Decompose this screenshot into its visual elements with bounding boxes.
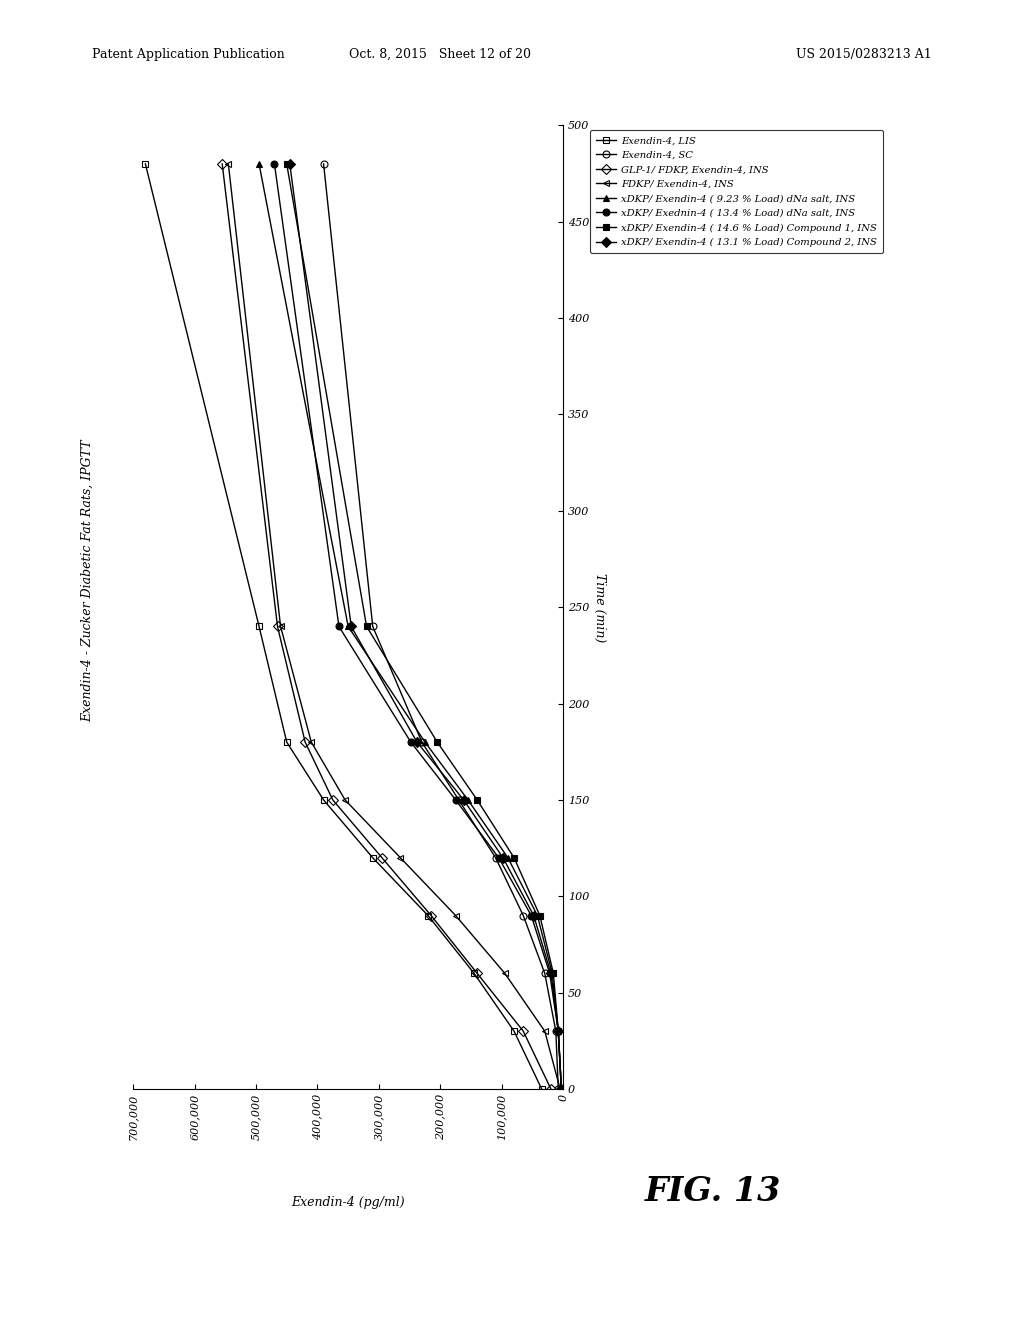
xDKP/ Exendin-4 ( 13.1 % Load) Compound 2, INS	[284, 156, 296, 172]
xDKP/ Exendin-4 ( 14.6 % Load) Compound 1, INS	[555, 1081, 567, 1097]
GLP-1/ FDKP, Exendin-4, INS	[271, 619, 284, 635]
Line: xDKP/ Exendin-4 ( 9.23 % Load) dNa salt, INS: xDKP/ Exendin-4 ( 9.23 % Load) dNa salt,…	[256, 161, 565, 1093]
xDKP/ Exendin-4 ( 13.1 % Load) Compound 2, INS	[552, 1023, 564, 1039]
Line: xDKP/ Exednin-4 ( 13.4 % Load) dNa salt, INS: xDKP/ Exednin-4 ( 13.4 % Load) dNa salt,…	[271, 161, 565, 1093]
Exendin-4, LIS	[367, 850, 379, 866]
xDKP/ Exendin-4 ( 14.6 % Load) Compound 1, INS	[360, 619, 373, 635]
Exendin-4, LIS	[281, 734, 293, 750]
xDKP/ Exendin-4 ( 14.6 % Load) Compound 1, INS	[552, 1023, 564, 1039]
xDKP/ Exendin-4 ( 14.6 % Load) Compound 1, INS	[471, 792, 483, 808]
Text: Oct. 8, 2015   Sheet 12 of 20: Oct. 8, 2015 Sheet 12 of 20	[349, 48, 531, 61]
xDKP/ Exendin-4 ( 9.23 % Load) dNa salt, INS	[552, 1023, 564, 1039]
Exendin-4, LIS	[468, 965, 480, 981]
Text: Exendin-4 - Zucker Diabetic Fat Rats, IPGTT: Exendin-4 - Zucker Diabetic Fat Rats, IP…	[81, 440, 93, 722]
xDKP/ Exendin-4 ( 9.23 % Load) dNa salt, INS	[462, 792, 474, 808]
Text: FIG. 13: FIG. 13	[645, 1175, 781, 1208]
GLP-1/ FDKP, Exendin-4, INS	[216, 156, 228, 172]
X-axis label: Exendin-4 (pg/ml): Exendin-4 (pg/ml)	[292, 1196, 404, 1209]
Line: GLP-1/ FDKP, Exendin-4, INS: GLP-1/ FDKP, Exendin-4, INS	[219, 161, 554, 1093]
xDKP/ Exednin-4 ( 13.4 % Load) dNa salt, INS	[552, 1023, 564, 1039]
xDKP/ Exednin-4 ( 13.4 % Load) dNa salt, INS	[493, 850, 505, 866]
FDKP/ Exendin-4, INS	[394, 850, 407, 866]
xDKP/ Exednin-4 ( 13.4 % Load) dNa salt, INS	[404, 734, 417, 750]
FDKP/ Exendin-4, INS	[339, 792, 351, 808]
Exendin-4, LIS	[536, 1081, 548, 1097]
xDKP/ Exednin-4 ( 13.4 % Load) dNa salt, INS	[333, 619, 345, 635]
Exendin-4, SC	[550, 1023, 562, 1039]
xDKP/ Exednin-4 ( 13.4 % Load) dNa salt, INS	[555, 1081, 567, 1097]
GLP-1/ FDKP, Exendin-4, INS	[299, 734, 311, 750]
Line: Exendin-4, SC: Exendin-4, SC	[321, 161, 562, 1093]
GLP-1/ FDKP, Exendin-4, INS	[545, 1081, 557, 1097]
xDKP/ Exednin-4 ( 13.4 % Load) dNa salt, INS	[268, 156, 281, 172]
xDKP/ Exendin-4 ( 9.23 % Load) dNa salt, INS	[342, 619, 354, 635]
xDKP/ Exendin-4 ( 9.23 % Load) dNa salt, INS	[555, 1081, 567, 1097]
xDKP/ Exendin-4 ( 14.6 % Load) Compound 1, INS	[534, 908, 546, 924]
Text: Patent Application Publication: Patent Application Publication	[92, 48, 285, 61]
xDKP/ Exendin-4 ( 13.1 % Load) Compound 2, INS	[555, 1081, 567, 1097]
xDKP/ Exendin-4 ( 13.1 % Load) Compound 2, INS	[458, 792, 470, 808]
xDKP/ Exendin-4 ( 14.6 % Load) Compound 1, INS	[281, 156, 293, 172]
Y-axis label: Time (min): Time (min)	[593, 573, 606, 642]
Exendin-4, SC	[453, 792, 465, 808]
Exendin-4, LIS	[253, 619, 265, 635]
Exendin-4, SC	[367, 619, 379, 635]
xDKP/ Exendin-4 ( 13.1 % Load) Compound 2, INS	[497, 850, 509, 866]
Exendin-4, SC	[517, 908, 529, 924]
xDKP/ Exendin-4 ( 9.23 % Load) dNa salt, INS	[253, 156, 265, 172]
xDKP/ Exendin-4 ( 14.6 % Load) Compound 1, INS	[547, 965, 559, 981]
GLP-1/ FDKP, Exendin-4, INS	[376, 850, 388, 866]
xDKP/ Exendin-4 ( 14.6 % Load) Compound 1, INS	[508, 850, 520, 866]
Line: Exendin-4, LIS: Exendin-4, LIS	[142, 161, 545, 1093]
xDKP/ Exendin-4 ( 9.23 % Load) dNa salt, INS	[502, 850, 514, 866]
xDKP/ Exednin-4 ( 13.4 % Load) dNa salt, INS	[525, 908, 538, 924]
Exendin-4, LIS	[139, 156, 152, 172]
FDKP/ Exendin-4, INS	[539, 1023, 551, 1039]
GLP-1/ FDKP, Exendin-4, INS	[517, 1023, 529, 1039]
FDKP/ Exendin-4, INS	[450, 908, 462, 924]
xDKP/ Exendin-4 ( 13.1 % Load) Compound 2, INS	[527, 908, 540, 924]
GLP-1/ FDKP, Exendin-4, INS	[471, 965, 483, 981]
Exendin-4, SC	[552, 1081, 564, 1097]
xDKP/ Exednin-4 ( 13.4 % Load) dNa salt, INS	[450, 792, 462, 808]
Legend: Exendin-4, LIS, Exendin-4, SC, GLP-1/ FDKP, Exendin-4, INS, FDKP/ Exendin-4, INS: Exendin-4, LIS, Exendin-4, SC, GLP-1/ FD…	[590, 131, 883, 253]
Exendin-4, LIS	[508, 1023, 520, 1039]
GLP-1/ FDKP, Exendin-4, INS	[425, 908, 437, 924]
GLP-1/ FDKP, Exendin-4, INS	[327, 792, 339, 808]
xDKP/ Exendin-4 ( 13.1 % Load) Compound 2, INS	[545, 965, 557, 981]
FDKP/ Exendin-4, INS	[305, 734, 317, 750]
Exendin-4, SC	[539, 965, 551, 981]
xDKP/ Exendin-4 ( 9.23 % Load) dNa salt, INS	[419, 734, 431, 750]
xDKP/ Exednin-4 ( 13.4 % Load) dNa salt, INS	[544, 965, 556, 981]
xDKP/ Exendin-4 ( 9.23 % Load) dNa salt, INS	[546, 965, 558, 981]
FDKP/ Exendin-4, INS	[222, 156, 234, 172]
Exendin-4, SC	[317, 156, 330, 172]
FDKP/ Exendin-4, INS	[554, 1081, 566, 1097]
xDKP/ Exendin-4 ( 13.1 % Load) Compound 2, INS	[345, 619, 357, 635]
FDKP/ Exendin-4, INS	[499, 965, 511, 981]
Line: xDKP/ Exendin-4 ( 14.6 % Load) Compound 1, INS: xDKP/ Exendin-4 ( 14.6 % Load) Compound …	[284, 161, 565, 1093]
Exendin-4, LIS	[317, 792, 330, 808]
Line: FDKP/ Exendin-4, INS: FDKP/ Exendin-4, INS	[225, 161, 563, 1093]
FDKP/ Exendin-4, INS	[274, 619, 287, 635]
Exendin-4, SC	[416, 734, 428, 750]
xDKP/ Exendin-4 ( 9.23 % Load) dNa salt, INS	[531, 908, 544, 924]
xDKP/ Exendin-4 ( 14.6 % Load) Compound 1, INS	[431, 734, 443, 750]
Exendin-4, LIS	[422, 908, 434, 924]
Exendin-4, SC	[489, 850, 502, 866]
Line: xDKP/ Exendin-4 ( 13.1 % Load) Compound 2, INS: xDKP/ Exendin-4 ( 13.1 % Load) Compound …	[287, 161, 565, 1093]
Text: US 2015/0283213 A1: US 2015/0283213 A1	[796, 48, 932, 61]
xDKP/ Exendin-4 ( 13.1 % Load) Compound 2, INS	[411, 734, 423, 750]
